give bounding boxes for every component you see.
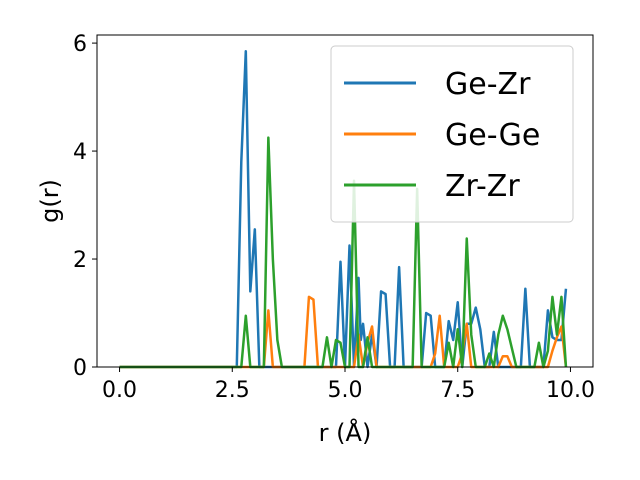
x-tick-label: 7.5 — [440, 378, 475, 403]
x-axis-label: r (Å) — [319, 418, 372, 447]
y-tick-label: 4 — [73, 140, 87, 165]
x-tick-label: 0.0 — [102, 378, 137, 403]
x-tick-label: 2.5 — [215, 378, 250, 403]
y-tick-label: 0 — [73, 356, 87, 381]
y-tick-label: 6 — [73, 32, 87, 57]
y-axis-label: g(r) — [36, 179, 64, 223]
legend-label-ge-zr: Ge-Zr — [445, 67, 531, 102]
y-tick-label: 2 — [73, 248, 87, 273]
tick-layer: 0.0 2.5 5.0 7.5 10.0 0 2 4 6 — [73, 32, 595, 403]
series-line-ge-ge — [119, 295, 568, 369]
legend: Ge-Zr Ge-Ge Zr-Zr — [330, 45, 574, 223]
x-tick-label: 5.0 — [328, 378, 363, 403]
x-tick-label: 10.0 — [546, 378, 595, 403]
legend-label-ge-ge: Ge-Ge — [445, 118, 540, 153]
legend-label-zr-zr: Zr-Zr — [445, 169, 520, 204]
legend-frame — [330, 45, 574, 223]
